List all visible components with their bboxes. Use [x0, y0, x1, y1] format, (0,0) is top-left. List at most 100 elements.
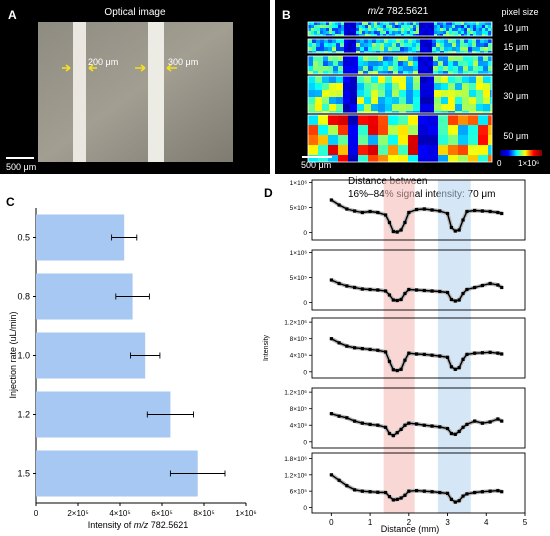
d-shaded-region — [383, 180, 415, 513]
d-data-point — [465, 352, 469, 357]
d-data-point — [407, 489, 411, 493]
width-arrow-300 — [135, 64, 177, 72]
d-data-point — [399, 367, 403, 371]
d-y-axis-label: Intensity — [263, 334, 270, 361]
panel-b-title-value: 782.5621 — [384, 6, 429, 17]
d-x-tick-label: 3 — [445, 518, 450, 527]
d-data-point — [422, 352, 426, 357]
d-data-point — [368, 347, 372, 352]
d-data-point — [438, 425, 442, 429]
c-x-tick-label: 6×10⁵ — [151, 509, 172, 518]
d-data-point — [360, 347, 364, 351]
d-data-point — [500, 211, 504, 216]
c-y-tick-label: 1.5 — [17, 469, 30, 479]
d-subplot-frame — [311, 179, 526, 241]
c-x-tick-label: 1×10⁶ — [235, 509, 256, 518]
c-y-tick-label: 1.0 — [17, 351, 30, 361]
panel-b-title: m/z 782.5621 — [368, 6, 429, 17]
pixel-size-legend-title: pixel size — [501, 7, 538, 17]
d-data-point — [438, 209, 442, 213]
d-data-point — [457, 429, 461, 434]
d-y-tick-label: 8×10⁵ — [290, 406, 308, 413]
d-data-point — [449, 497, 454, 501]
pixel-size-30: 30 μm — [503, 91, 528, 101]
d-data-point — [457, 228, 461, 232]
d-data-point — [383, 350, 388, 354]
d-data-point — [391, 433, 395, 438]
d-data-point — [496, 417, 500, 421]
d-data-point — [395, 368, 399, 373]
d-data-point — [395, 431, 399, 435]
d-data-point — [337, 341, 341, 345]
d-data-point — [407, 210, 411, 215]
d-data-point — [399, 297, 403, 302]
d-y-tick-label: 1×10⁶ — [290, 180, 308, 187]
d-data-point — [500, 490, 504, 494]
d-data-point — [473, 208, 477, 213]
d-data-point — [457, 366, 461, 370]
d-data-point — [391, 368, 395, 372]
d-y-tick-label: 5×10⁵ — [290, 205, 308, 212]
d-data-point — [449, 297, 454, 302]
d-data-point — [496, 210, 500, 215]
d-series-line — [331, 199, 502, 233]
d-data-point — [399, 228, 403, 232]
d-y-tick-label: 1.2×10⁶ — [284, 320, 307, 327]
d-y-tick-label: 6×10⁵ — [290, 489, 308, 496]
d-subplot-frame — [311, 249, 526, 311]
scale-bar-b-label: 500 μm — [301, 160, 331, 170]
d-data-point — [345, 344, 349, 348]
colorbar — [500, 150, 542, 156]
d-x-tick-label: 4 — [484, 518, 489, 527]
d-data-point — [368, 490, 372, 494]
panel-d: D Distance between 16%–84% signal intens… — [263, 176, 528, 534]
d-data-point — [465, 422, 469, 427]
d-data-point — [465, 209, 469, 214]
d-data-point — [353, 488, 357, 492]
d-data-point — [353, 419, 357, 423]
d-data-point — [438, 354, 442, 358]
d-data-point — [407, 287, 411, 292]
d-data-point — [473, 285, 477, 290]
d-data-point — [473, 419, 477, 423]
d-data-point — [445, 426, 450, 431]
d-data-point — [430, 490, 434, 494]
d-data-point — [461, 218, 465, 222]
d-data-point — [360, 287, 364, 291]
d-data-point — [337, 414, 341, 418]
d-data-point — [461, 357, 465, 361]
panel-d-letter: D — [264, 186, 273, 200]
d-x-axis-label: Distance (mm) — [381, 524, 440, 534]
pixel-size-10: 10 μm — [503, 23, 528, 33]
d-data-point — [430, 208, 434, 212]
c-x-axis-label-mz: m/z — [134, 520, 149, 530]
d-data-point — [445, 211, 450, 216]
d-data-point — [399, 496, 403, 500]
c-x-axis-label-prefix: Intensity of — [88, 520, 134, 530]
panel-c: C Injection rate (uL/min) Intensity of m… — [6, 195, 257, 530]
d-y-tick-label: 0 — [303, 300, 307, 307]
d-data-point — [329, 412, 333, 416]
d-data-point — [488, 420, 492, 424]
c-x-axis-label: Intensity of m/z 782.5621 — [88, 520, 189, 530]
scale-bar-a-label: 500 μm — [6, 162, 36, 172]
ms-image — [307, 21, 493, 163]
d-data-point — [399, 427, 403, 431]
d-data-point — [422, 207, 426, 211]
pixel-size-50: 50 μm — [503, 131, 528, 141]
d-data-point — [387, 495, 392, 499]
c-x-tick-label: 0 — [34, 509, 39, 518]
d-data-point — [488, 350, 492, 354]
d-data-point — [453, 299, 457, 303]
d-data-point — [391, 229, 395, 234]
d-data-point — [473, 490, 477, 495]
d-data-point — [403, 423, 407, 427]
d-x-tick-label: 2 — [407, 518, 412, 527]
panel-c-letter: C — [6, 195, 15, 209]
d-shaded-region — [437, 180, 471, 513]
d-data-point — [496, 283, 500, 287]
d-data-point — [480, 490, 484, 494]
d-data-point — [403, 358, 407, 362]
d-data-point — [465, 287, 469, 292]
panel-b-title-mz: m/z — [368, 6, 384, 17]
